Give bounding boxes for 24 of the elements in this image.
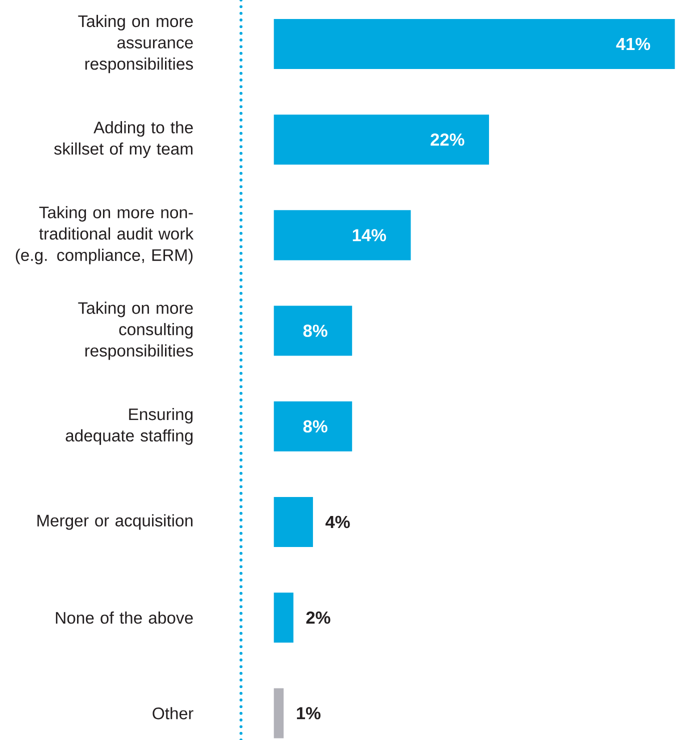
bar: [274, 210, 411, 260]
data-label: 2%: [306, 611, 330, 624]
data-label: 1%: [296, 707, 320, 720]
y-tick-label: Ensuring adequate staffing: [66, 408, 193, 445]
data-label: 8%: [303, 420, 328, 433]
y-tick-label: Taking on more assurance responsibilities: [78, 14, 193, 74]
data-label: 14%: [352, 229, 386, 242]
bar: [274, 497, 313, 548]
data-label: 4%: [326, 516, 350, 528]
bar: [274, 114, 490, 165]
bar: [274, 688, 284, 738]
data-label: 8%: [303, 324, 328, 337]
data-label: 22%: [430, 133, 464, 146]
y-tick-label: Taking on more consulting responsibilities: [78, 302, 193, 360]
bar: [274, 18, 675, 69]
y-tick-label: None of the above: [56, 611, 193, 624]
bar: [274, 401, 352, 452]
y-tick-label: Other: [152, 707, 194, 720]
y-tick-label: Adding to the skillset of my team: [54, 121, 193, 158]
y-tick-label: Taking on more non-traditional audit work (e.g. compliance, ERM): [16, 206, 194, 264]
data-label: 41%: [616, 38, 650, 50]
bar: [274, 592, 294, 643]
y-tick-label: Merger or acquisition: [37, 514, 192, 530]
bar: [274, 306, 352, 356]
